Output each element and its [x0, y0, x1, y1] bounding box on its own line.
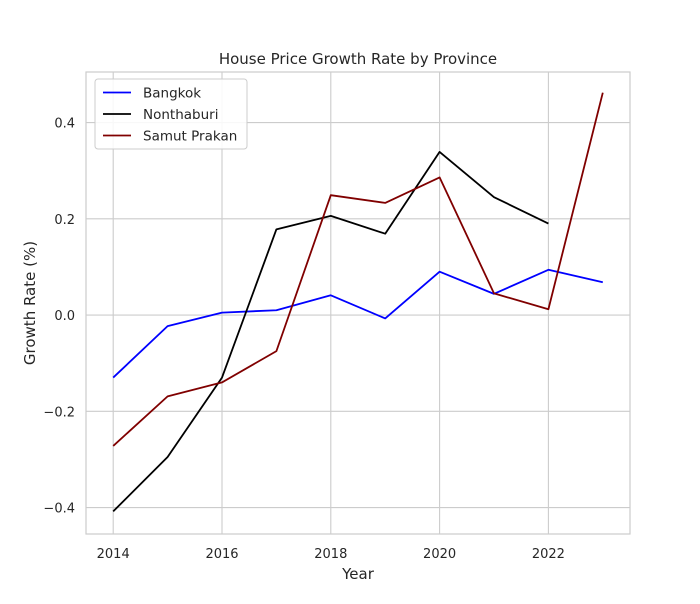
x-axis-label: Year: [341, 565, 375, 583]
y-tick-label: −0.2: [43, 405, 75, 420]
series-line-nonthaburi: [112, 150, 549, 513]
plot-frame: [85, 71, 631, 535]
x-tick-label: 2018: [314, 547, 347, 562]
y-tick-label: 0.4: [54, 117, 75, 132]
legend: Bangkok Nonthaburi Samut Prakan: [94, 78, 248, 150]
x-tick-label: 2020: [423, 547, 456, 562]
series-lines: [112, 92, 604, 513]
y-tick-label: −0.4: [43, 502, 75, 517]
series-line-samut-prakan: [112, 92, 604, 447]
tick-labels: 2014 2016 2018 2020 2022 −0.4 −0.2 0.0 0.2 0.4: [43, 117, 565, 562]
legend-label-bangkok: Bangkok: [143, 86, 201, 102]
x-tick-label: 2014: [97, 547, 130, 562]
x-tick-label: 2016: [205, 547, 238, 562]
y-tick-label: 0.0: [54, 309, 75, 324]
y-tick-label: 0.2: [54, 213, 75, 228]
series-line-bangkok: [112, 268, 604, 379]
x-tick-label: 2022: [532, 547, 565, 562]
legend-label-nonthaburi: Nonthaburi: [143, 107, 218, 123]
y-axis-label: Growth Rate (%): [21, 241, 39, 365]
chart-title: House Price Growth Rate by Province: [219, 50, 497, 68]
legend-label-samut-prakan: Samut Prakan: [143, 129, 237, 145]
gridlines: [86, 72, 630, 534]
legend-box: [94, 78, 248, 150]
